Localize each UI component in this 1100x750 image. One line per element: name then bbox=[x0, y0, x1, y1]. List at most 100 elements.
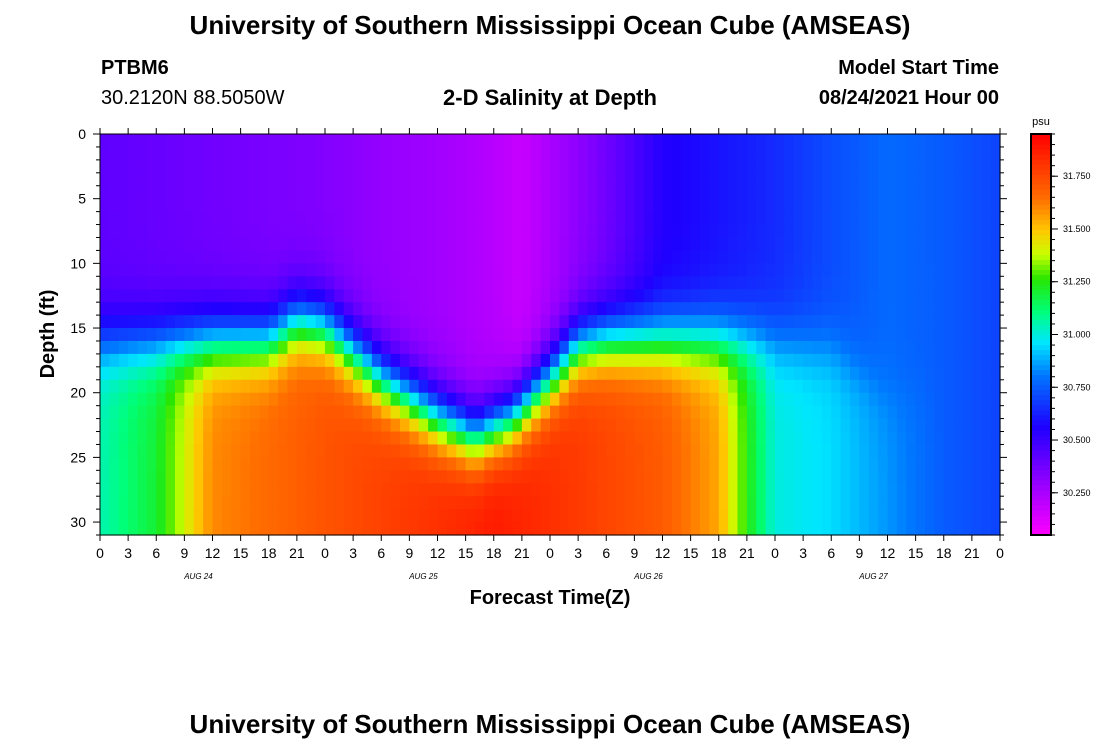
heatmap-cell bbox=[746, 315, 757, 329]
heatmap-cell bbox=[662, 483, 673, 497]
heatmap-cell bbox=[184, 315, 195, 329]
heatmap-cell bbox=[831, 302, 842, 316]
heatmap-cell bbox=[868, 328, 879, 342]
heatmap-cell bbox=[250, 418, 260, 433]
colorbar-segment bbox=[1031, 379, 1051, 386]
heatmap-cell bbox=[812, 496, 823, 510]
heatmap-cell bbox=[868, 134, 879, 148]
heatmap-cell bbox=[643, 237, 654, 252]
heatmap-cell bbox=[962, 237, 973, 252]
heatmap-cell bbox=[981, 211, 992, 226]
heatmap-cell bbox=[671, 315, 682, 329]
heatmap-cell bbox=[109, 302, 120, 316]
heatmap-cell bbox=[765, 457, 776, 471]
heatmap-cell bbox=[175, 250, 185, 264]
heatmap-cell bbox=[803, 237, 814, 252]
heatmap-cell bbox=[578, 509, 589, 523]
heatmap-cell bbox=[100, 509, 110, 523]
heatmap-cell bbox=[606, 263, 617, 277]
heatmap-cell bbox=[981, 289, 992, 303]
heatmap-cell bbox=[428, 276, 439, 290]
heatmap-cell bbox=[212, 146, 223, 161]
heatmap-cell bbox=[137, 457, 148, 471]
heatmap-cell bbox=[606, 250, 617, 264]
heatmap-cell bbox=[240, 496, 251, 510]
heatmap-cell bbox=[587, 302, 598, 316]
heatmap-cell bbox=[212, 198, 223, 213]
heatmap-cell bbox=[953, 134, 964, 148]
heatmap-cell bbox=[681, 159, 692, 174]
heatmap-cell bbox=[221, 224, 232, 239]
heatmap-cell bbox=[700, 315, 710, 329]
heatmap-cell bbox=[737, 509, 748, 523]
heatmap-cell bbox=[737, 353, 748, 368]
heatmap-cell bbox=[381, 263, 392, 277]
heatmap-cell bbox=[165, 276, 176, 290]
heatmap-cell bbox=[381, 224, 392, 239]
heatmap-cell bbox=[831, 250, 842, 264]
heatmap-cell bbox=[325, 237, 335, 252]
heatmap-cell bbox=[540, 159, 551, 174]
heatmap-cell bbox=[615, 366, 626, 381]
heatmap-cell bbox=[803, 302, 814, 316]
heatmap-cell bbox=[906, 172, 917, 187]
heatmap-cell bbox=[362, 496, 373, 510]
heatmap-cell bbox=[934, 328, 945, 342]
heatmap-cell bbox=[887, 315, 898, 329]
heatmap-cell bbox=[493, 134, 504, 148]
heatmap-cell bbox=[418, 250, 429, 264]
heatmap-cell bbox=[503, 237, 514, 252]
heatmap-cell bbox=[765, 418, 776, 433]
heatmap-cell bbox=[943, 379, 954, 394]
heatmap-cell bbox=[934, 185, 945, 200]
heatmap-cell bbox=[343, 146, 354, 161]
heatmap-cell bbox=[615, 509, 626, 523]
heatmap-cell bbox=[521, 496, 532, 510]
heatmap-cell bbox=[278, 237, 289, 252]
heatmap-cell bbox=[259, 224, 270, 239]
colorbar-segment bbox=[1031, 254, 1051, 260]
heatmap-cell bbox=[793, 353, 804, 368]
heatmap-cell bbox=[531, 146, 542, 161]
heatmap-cell bbox=[887, 418, 898, 433]
heatmap-cell bbox=[803, 146, 814, 161]
heatmap-cell bbox=[596, 431, 607, 446]
colorbar-segment bbox=[1031, 159, 1051, 165]
heatmap-cell bbox=[906, 431, 917, 446]
heatmap-cell bbox=[990, 431, 1001, 446]
heatmap-cell bbox=[681, 276, 692, 290]
heatmap-cell bbox=[662, 418, 673, 433]
heatmap-cell bbox=[250, 522, 260, 536]
heatmap-cell bbox=[784, 340, 795, 355]
heatmap-cell bbox=[568, 237, 579, 252]
heatmap-cell bbox=[193, 276, 204, 290]
heatmap-cell bbox=[259, 211, 270, 226]
heatmap-cell bbox=[137, 250, 148, 264]
heatmap-cell bbox=[878, 237, 889, 252]
heatmap-cell bbox=[953, 496, 964, 510]
heatmap-cell bbox=[953, 328, 964, 342]
heatmap-cell bbox=[203, 146, 214, 161]
heatmap-cell bbox=[475, 392, 485, 407]
heatmap-cell bbox=[606, 379, 617, 394]
heatmap-cell bbox=[109, 483, 120, 497]
colorbar-segment bbox=[1031, 184, 1051, 190]
heatmap-cell bbox=[606, 392, 617, 407]
heatmap-cell bbox=[784, 522, 795, 536]
heatmap-cell bbox=[653, 353, 664, 368]
heatmap-cell bbox=[578, 457, 589, 471]
heatmap-cell bbox=[456, 134, 467, 148]
heatmap-cell bbox=[568, 172, 579, 187]
heatmap-cell bbox=[784, 315, 795, 329]
heatmap-cell bbox=[325, 340, 335, 355]
x-axis: 0 3 6 9 12 15 18 21 0 3 6 9 12 15 18 21 0 3 6 9 12 15 18 21 0 3 6 9… bbox=[96, 128, 1004, 581]
heatmap-cell bbox=[128, 198, 139, 213]
heatmap-cell bbox=[512, 211, 523, 226]
x-tick-label: 18 bbox=[711, 545, 727, 561]
heatmap-cell bbox=[896, 250, 907, 264]
heatmap-cell bbox=[859, 289, 870, 303]
heatmap-cell bbox=[287, 496, 298, 510]
colorbar-segment bbox=[1031, 319, 1051, 326]
heatmap-cell bbox=[428, 185, 439, 200]
heatmap-cell bbox=[259, 172, 270, 187]
